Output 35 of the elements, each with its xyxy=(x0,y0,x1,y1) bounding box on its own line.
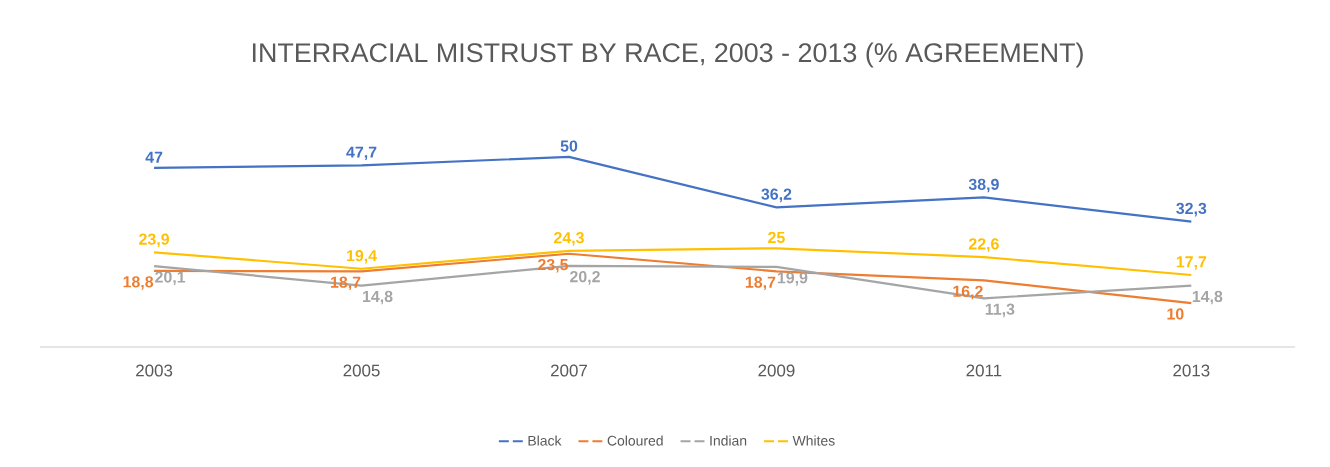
data-label: 24,3 xyxy=(554,232,584,246)
legend-label: Whites xyxy=(792,435,835,446)
data-label: 19,4 xyxy=(347,249,377,264)
x-tick-label: 2009 xyxy=(758,364,795,377)
data-label: 38,9 xyxy=(968,178,999,193)
data-label: 20,1 xyxy=(155,271,186,285)
data-label: 16,2 xyxy=(953,285,983,300)
data-label: 47,7 xyxy=(346,146,377,161)
data-label: 50 xyxy=(560,140,578,152)
data-label: 23,5 xyxy=(538,258,569,273)
data-label: 32,3 xyxy=(1176,202,1207,217)
data-label: 20,2 xyxy=(570,271,600,285)
x-tick-label: 2013 xyxy=(1173,364,1210,377)
x-tick-label: 2011 xyxy=(966,364,1002,377)
data-label: 11,3 xyxy=(985,303,1015,318)
legend-label: Indian xyxy=(710,435,747,446)
data-label: 17,7 xyxy=(1176,256,1207,270)
x-tick-label: 2003 xyxy=(136,364,173,377)
chart-title: INTERRACIAL MISTRUST BY RACE, 2003 - 2013 (% AGREEMENT) xyxy=(252,42,1083,68)
data-label: 14,8 xyxy=(1192,290,1223,305)
data-label: 22,6 xyxy=(968,238,999,252)
data-label: 36,2 xyxy=(761,188,792,203)
data-label: 18,7 xyxy=(331,276,361,291)
data-label: 14,8 xyxy=(363,290,393,305)
x-tick-label: 2005 xyxy=(343,364,380,377)
x-tick-label: 2007 xyxy=(551,364,587,377)
data-label: 19,9 xyxy=(777,272,808,286)
data-label: 25 xyxy=(768,231,785,244)
legend-label: Coloured xyxy=(607,435,663,446)
data-label: 23,9 xyxy=(139,233,170,248)
data-label: 10 xyxy=(1167,308,1184,320)
legend-label: Black xyxy=(528,435,562,446)
data-label: 18,7 xyxy=(745,276,776,291)
data-label: 18,8 xyxy=(123,276,154,290)
data-label: 47 xyxy=(145,151,163,163)
